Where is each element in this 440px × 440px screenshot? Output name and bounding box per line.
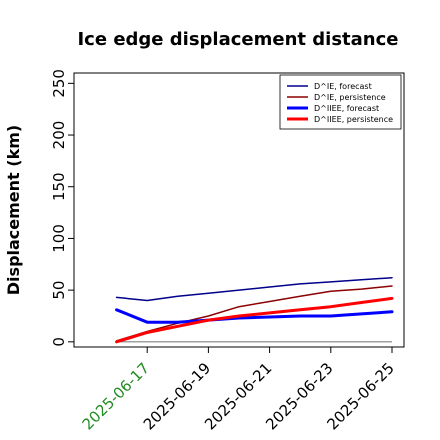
legend: D^IE, forecast D^IE, persistence D^IIEE, f… (279, 74, 402, 130)
legend-label-1: D^IE, forecast (314, 82, 372, 91)
y-tick-label: 250 (50, 69, 68, 98)
series-line-3 (115, 308, 394, 324)
series-line-4 (115, 296, 394, 344)
legend-label-2: D^IE, persistence (314, 93, 386, 102)
y-tick-label: 200 (50, 121, 68, 150)
plot-frame (73, 72, 405, 348)
legend-label-4: D^IIEE, persistence (314, 115, 393, 124)
legend-label-3: D^IIEE, forecast (314, 104, 379, 113)
y-tick-label: 100 (50, 224, 68, 253)
series-line-1 (115, 276, 393, 302)
chart-title: Ice edge displacement distance (77, 29, 398, 50)
y-tick-label: 50 (50, 281, 68, 300)
y-axis-label: Displacement (km) (4, 125, 23, 295)
y-tick-label: 0 (50, 337, 68, 347)
series-line-2 (115, 285, 393, 342)
y-tick-label: 150 (50, 172, 68, 201)
